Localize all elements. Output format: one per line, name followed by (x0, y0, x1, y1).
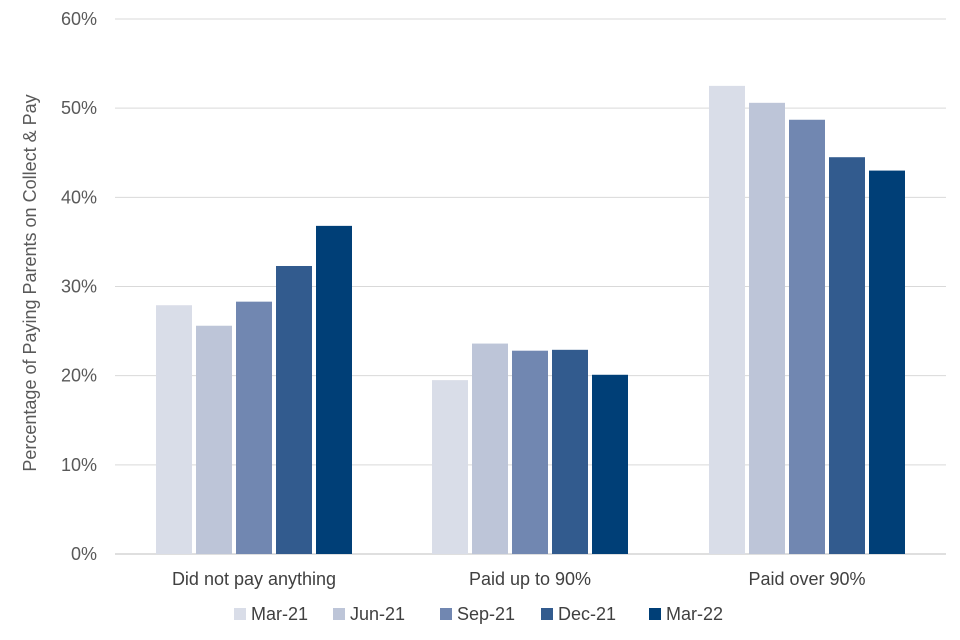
legend-swatch (541, 608, 553, 620)
bar-dec-21 (276, 265, 312, 554)
bars (156, 85, 905, 555)
legend: Mar-21 Jun-21 Sep-21 Dec-21 Mar-22 (234, 604, 723, 624)
legend-swatch (234, 608, 246, 620)
bar-sep-21 (512, 350, 548, 554)
legend-swatch (333, 608, 345, 620)
legend-swatch (649, 608, 661, 620)
y-tick-label: 50% (61, 98, 97, 118)
legend-label: Mar-22 (666, 604, 723, 624)
legend-label: Sep-21 (457, 604, 515, 624)
bar-dec-21 (829, 157, 865, 555)
y-tick-label: 30% (61, 277, 97, 297)
y-tick-label: 0% (71, 544, 97, 564)
bar-mar-21 (432, 380, 468, 554)
bar-jun-21 (472, 343, 508, 554)
y-tick-label: 40% (61, 187, 97, 207)
x-category-label: Paid over 90% (748, 569, 865, 589)
x-category-label: Did not pay anything (172, 569, 336, 589)
bar-dec-21 (552, 349, 588, 554)
x-category-label: Paid up to 90% (469, 569, 591, 589)
bar-sep-21 (236, 301, 272, 554)
bar-mar-22 (592, 374, 628, 554)
x-axis-category-labels: Did not pay anything Paid up to 90% Paid o… (172, 569, 866, 589)
legend-label: Dec-21 (558, 604, 616, 624)
y-tick-label: 20% (61, 366, 97, 386)
legend-swatch (440, 608, 452, 620)
bar-jun-21 (749, 102, 785, 555)
bar-mar-22 (869, 170, 905, 555)
y-axis-title: Percentage of Paying Parents on Collect … (20, 94, 40, 471)
legend-label: Mar-21 (251, 604, 308, 624)
bar-mar-21 (156, 305, 192, 554)
y-tick-label: 10% (61, 455, 97, 475)
legend-label: Jun-21 (350, 604, 405, 624)
bar-sep-21 (789, 119, 825, 554)
bar-jun-21 (196, 325, 232, 554)
bar-mar-22 (316, 225, 352, 554)
y-tick-label: 60% (61, 9, 97, 29)
bar-mar-21 (709, 85, 745, 554)
y-axis-tick-labels: 0% 10% 20% 30% 40% 50% 60% (61, 9, 97, 564)
